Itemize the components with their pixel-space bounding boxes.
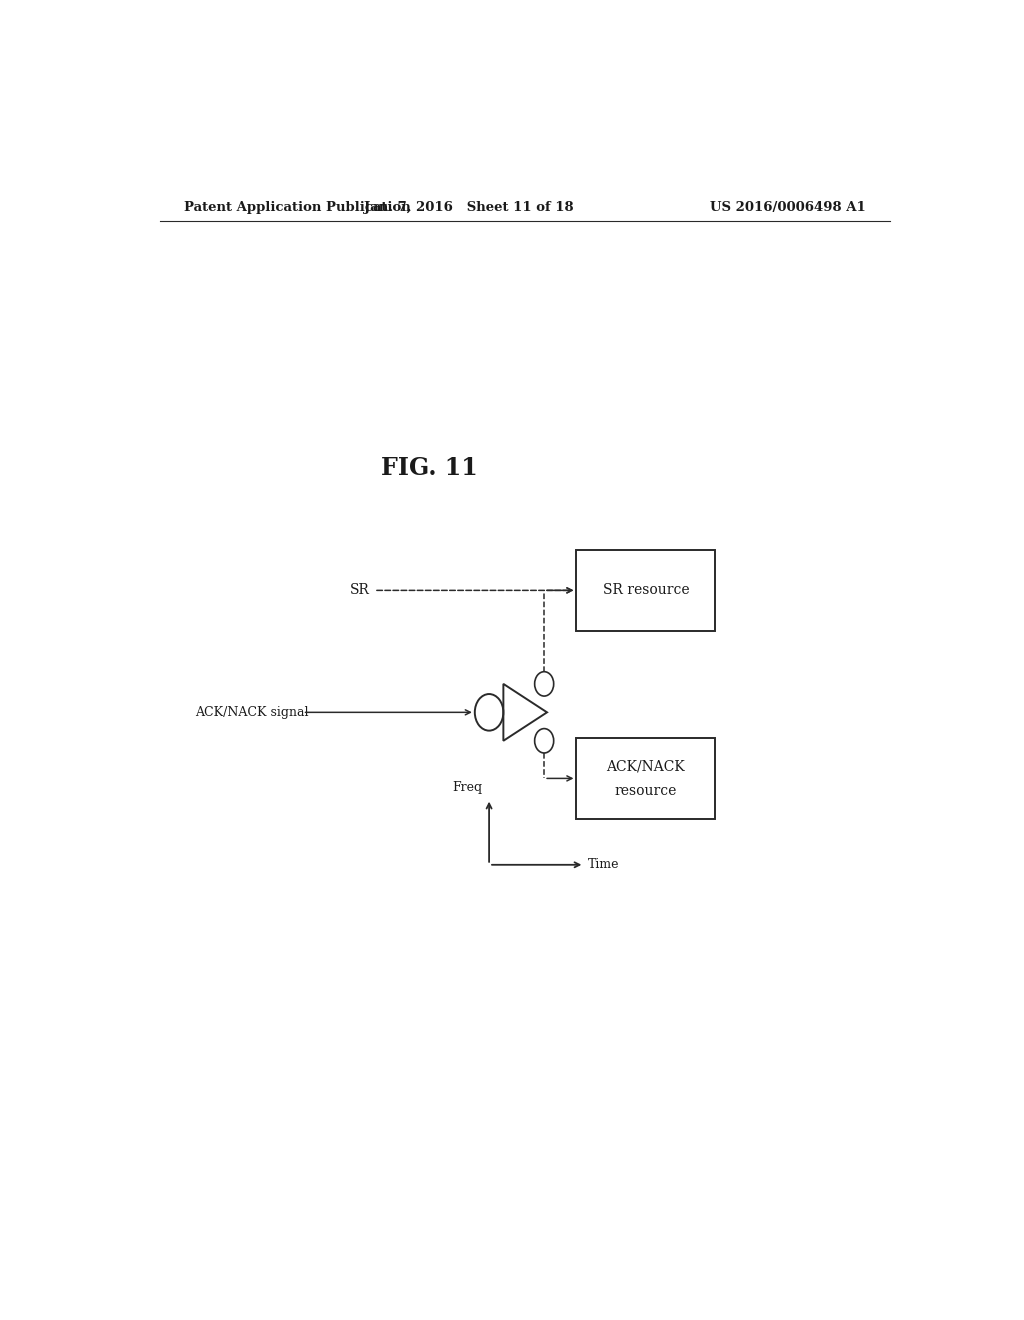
- Text: US 2016/0006498 A1: US 2016/0006498 A1: [711, 201, 866, 214]
- Text: Patent Application Publication: Patent Application Publication: [183, 201, 411, 214]
- Text: Freq: Freq: [453, 780, 482, 793]
- Text: resource: resource: [614, 784, 677, 797]
- Text: Jan. 7, 2016   Sheet 11 of 18: Jan. 7, 2016 Sheet 11 of 18: [365, 201, 574, 214]
- Text: ACK/NACK signal: ACK/NACK signal: [196, 706, 309, 719]
- Text: FIG. 11: FIG. 11: [381, 457, 478, 480]
- Text: SR: SR: [350, 583, 370, 598]
- Text: Time: Time: [588, 858, 620, 871]
- Text: SR resource: SR resource: [602, 583, 689, 598]
- Text: ACK/NACK: ACK/NACK: [606, 759, 685, 774]
